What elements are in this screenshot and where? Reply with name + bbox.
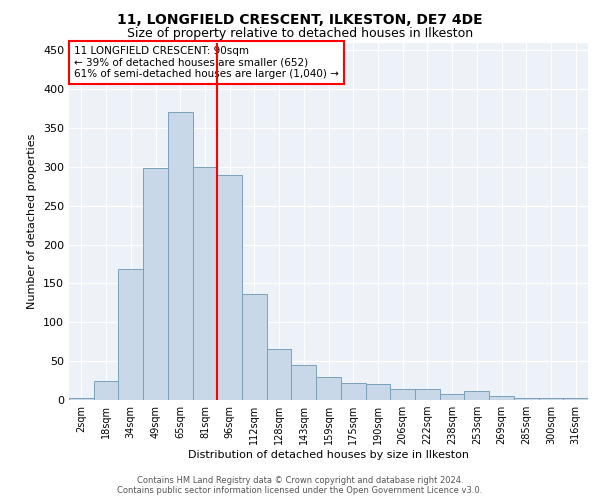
Bar [267, 350, 292, 400]
Bar [563, 398, 588, 400]
Bar [143, 168, 168, 400]
Text: Contains HM Land Registry data © Crown copyright and database right 2024.
Contai: Contains HM Land Registry data © Crown c… [118, 476, 482, 495]
Bar [94, 380, 118, 400]
Bar [341, 383, 365, 400]
Bar [69, 398, 94, 400]
Bar [440, 394, 464, 400]
Bar [489, 396, 514, 400]
Bar [217, 174, 242, 400]
Text: 11, LONGFIELD CRESCENT, ILKESTON, DE7 4DE: 11, LONGFIELD CRESCENT, ILKESTON, DE7 4D… [117, 12, 483, 26]
Text: 11 LONGFIELD CRESCENT: 90sqm
← 39% of detached houses are smaller (652)
61% of s: 11 LONGFIELD CRESCENT: 90sqm ← 39% of de… [74, 46, 339, 80]
Bar [193, 167, 217, 400]
Bar [242, 294, 267, 400]
Bar [168, 112, 193, 400]
Bar [464, 390, 489, 400]
Bar [514, 398, 539, 400]
Bar [118, 270, 143, 400]
Bar [539, 398, 563, 400]
Y-axis label: Number of detached properties: Number of detached properties [28, 134, 37, 309]
Bar [316, 376, 341, 400]
Bar [415, 389, 440, 400]
X-axis label: Distribution of detached houses by size in Ilkeston: Distribution of detached houses by size … [188, 450, 469, 460]
Text: Size of property relative to detached houses in Ilkeston: Size of property relative to detached ho… [127, 28, 473, 40]
Bar [292, 365, 316, 400]
Bar [390, 389, 415, 400]
Bar [365, 384, 390, 400]
